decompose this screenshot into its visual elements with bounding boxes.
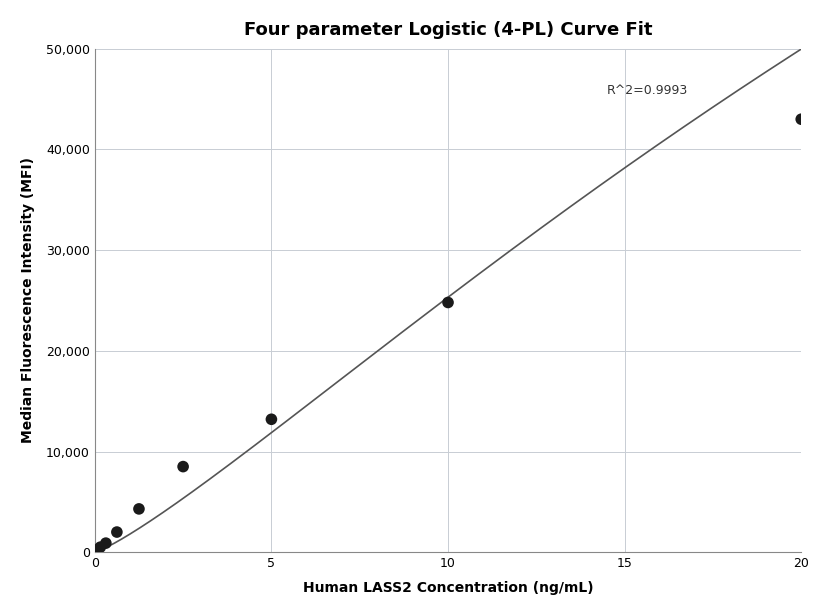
Point xyxy=(91,545,105,554)
X-axis label: Human LASS2 Concentration (ng/mL): Human LASS2 Concentration (ng/mL) xyxy=(303,581,593,595)
Y-axis label: Median Fluorescence Intensity (MFI): Median Fluorescence Intensity (MFI) xyxy=(21,158,35,444)
Point xyxy=(132,504,145,514)
Point xyxy=(265,415,278,424)
Point xyxy=(442,298,455,307)
Point xyxy=(94,542,107,552)
Point xyxy=(794,115,808,124)
Text: R^2=0.9993: R^2=0.9993 xyxy=(607,84,688,97)
Title: Four parameter Logistic (4-PL) Curve Fit: Four parameter Logistic (4-PL) Curve Fit xyxy=(244,21,652,39)
Point xyxy=(177,461,190,471)
Point xyxy=(100,538,113,548)
Point xyxy=(110,527,124,537)
